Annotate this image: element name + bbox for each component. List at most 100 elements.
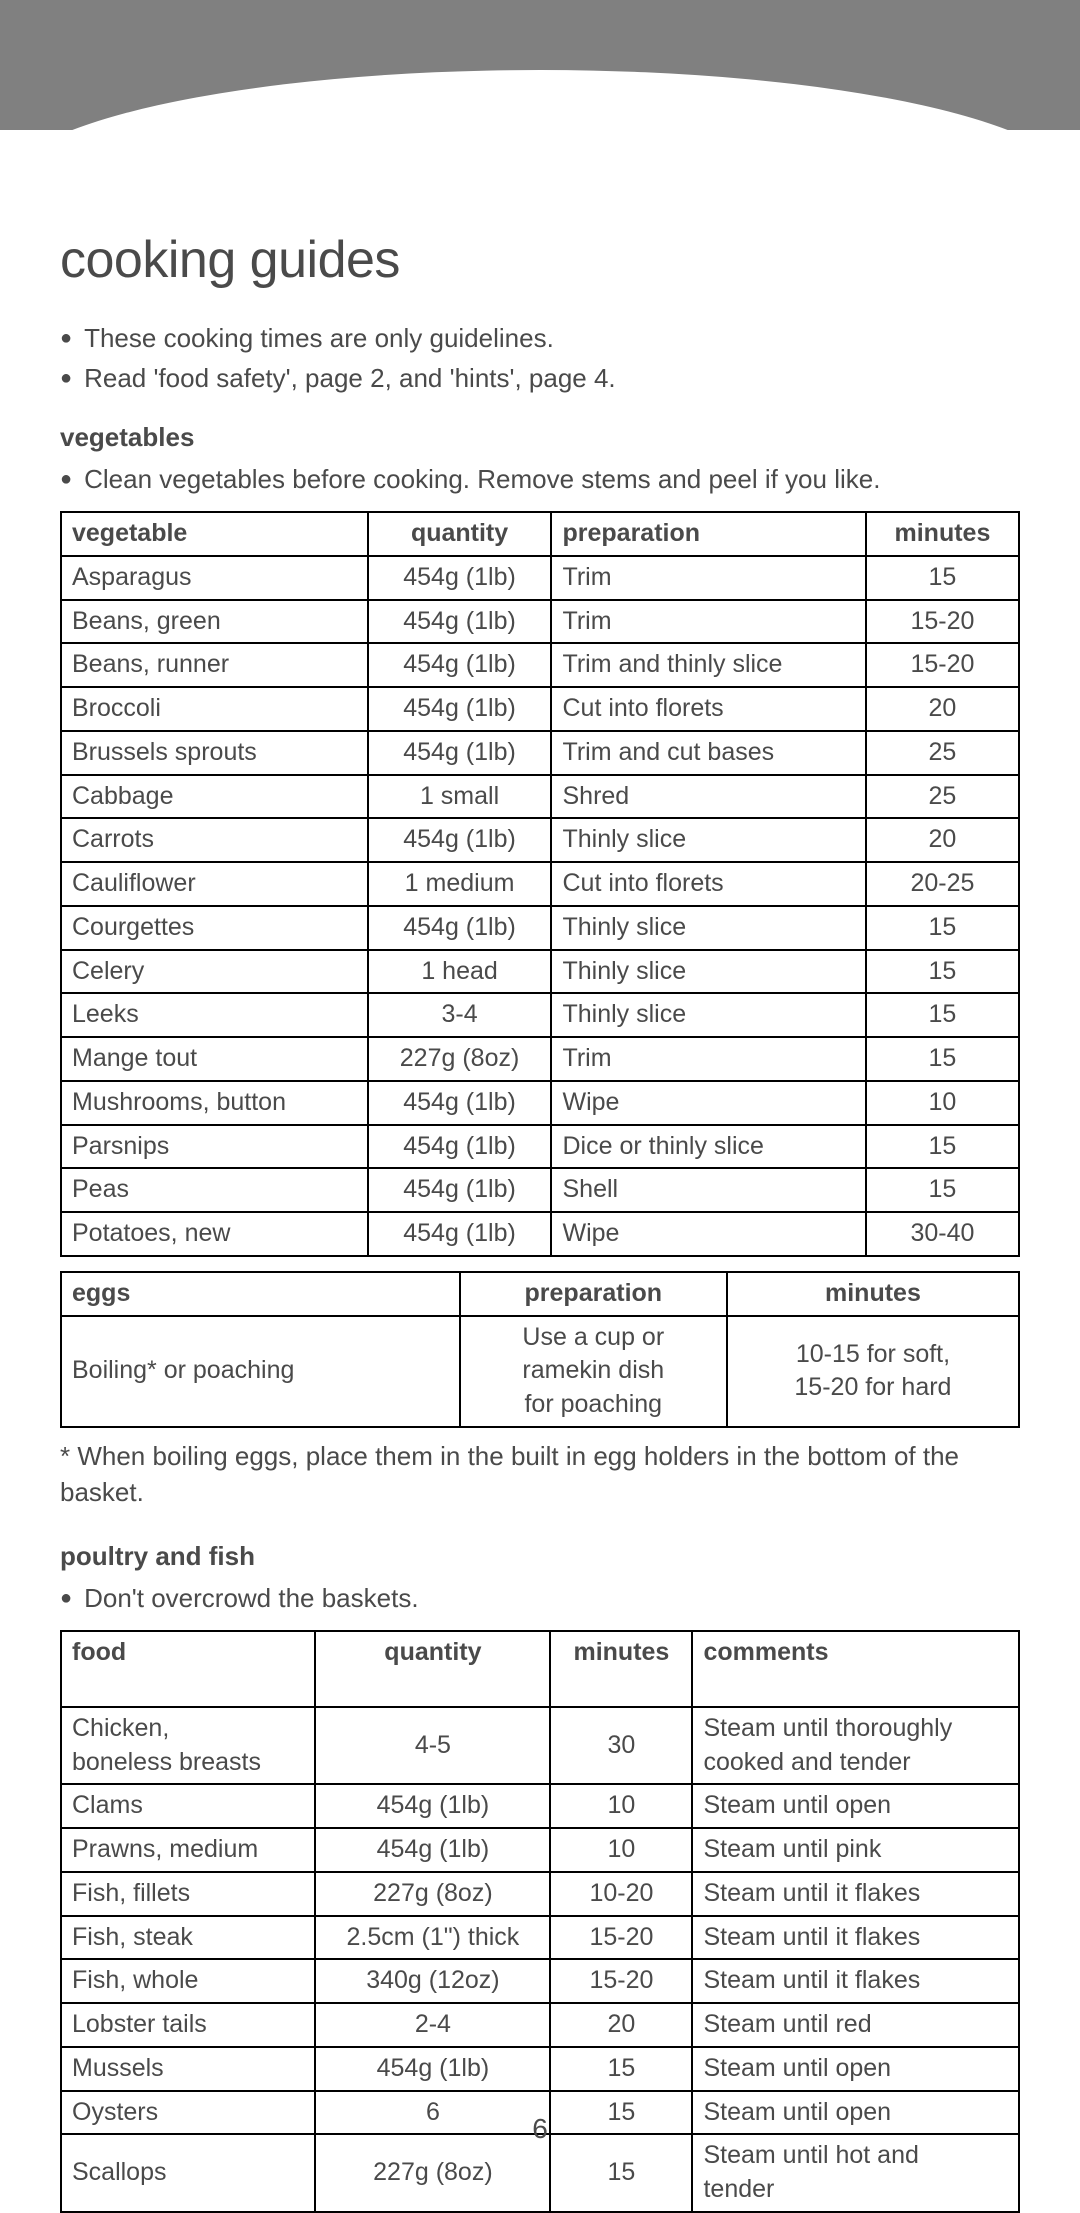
table-cell: 25 [866,775,1019,819]
table-cell: Carrots [61,818,368,862]
table-header: preparation [460,1272,727,1316]
table-row: Cabbage1 smallShred25 [61,775,1019,819]
table-cell: Steam until open [692,2047,1019,2091]
table-cell: Asparagus [61,556,368,600]
table-cell: 454g (1lb) [368,906,552,950]
table-cell: 1 small [368,775,552,819]
vegetables-table: vegetablequantitypreparationminutesAspar… [60,511,1020,1257]
bullet-text: Clean vegetables before cooking. Remove … [84,461,880,497]
table-header: quantity [315,1631,550,1707]
table-cell: Cut into florets [551,862,865,906]
table-row: Leeks3-4Thinly slice15 [61,993,1019,1037]
table-cell: 30 [550,1707,692,1785]
table-cell: Boiling* or poaching [61,1316,460,1427]
table-cell: 15 [866,1168,1019,1212]
table-row: Potatoes, new454g (1lb)Wipe30-40 [61,1212,1019,1256]
table-cell: Steam until red [692,2003,1019,2047]
table-cell: Scallops [61,2134,315,2212]
table-cell: 454g (1lb) [368,643,552,687]
table-header: comments [692,1631,1019,1707]
table-header: eggs [61,1272,460,1316]
table-cell: Prawns, medium [61,1828,315,1872]
table-cell: 454g (1lb) [368,687,552,731]
table-cell: 25 [866,731,1019,775]
table-cell: Cauliflower [61,862,368,906]
bullet-item: ● These cooking times are only guideline… [60,320,1020,356]
table-cell: Chicken,boneless breasts [61,1707,315,1785]
table-cell: Use a cup orramekin dishfor poaching [460,1316,727,1427]
page-title: cooking guides [60,230,1020,290]
table-cell: 20 [866,818,1019,862]
table-cell: 15 [866,1125,1019,1169]
table-cell: 4-5 [315,1707,550,1785]
table-row: Lobster tails2-420Steam until red [61,2003,1019,2047]
table-cell: 20-25 [866,862,1019,906]
table-header: minutes [727,1272,1019,1316]
table-row: Mushrooms, button454g (1lb)Wipe10 [61,1081,1019,1125]
table-cell: 15 [550,2134,692,2212]
table-cell: 454g (1lb) [368,1125,552,1169]
table-cell: Thinly slice [551,818,865,862]
table-cell: 3-4 [368,993,552,1037]
table-cell: 15 [866,906,1019,950]
table-row: Scallops227g (8oz)15Steam until hot andt… [61,2134,1019,2212]
table-row: Carrots454g (1lb)Thinly slice20 [61,818,1019,862]
table-cell: 15-20 [866,600,1019,644]
table-cell: 454g (1lb) [315,2047,550,2091]
table-cell: Beans, green [61,600,368,644]
table-cell: Cabbage [61,775,368,819]
table-cell: 340g (12oz) [315,1959,550,2003]
table-row: Fish, steak2.5cm (1") thick15-20Steam un… [61,1916,1019,1960]
table-cell: Trim [551,1037,865,1081]
table-cell: Steam until open [692,1784,1019,1828]
table-cell: 10-20 [550,1872,692,1916]
table-cell: 15 [866,993,1019,1037]
table-row: Brussels sprouts454g (1lb)Trim and cut b… [61,731,1019,775]
table-header: preparation [551,512,865,556]
table-cell: Broccoli [61,687,368,731]
bullet-item: ● Clean vegetables before cooking. Remov… [60,461,1020,497]
table-cell: Cut into florets [551,687,865,731]
table-row: Fish, fillets227g (8oz)10-20Steam until … [61,1872,1019,1916]
page-number: 6 [0,2113,1080,2145]
table-cell: Beans, runner [61,643,368,687]
table-cell: 15-20 [550,1959,692,2003]
table-cell: Fish, whole [61,1959,315,2003]
table-row: Courgettes454g (1lb)Thinly slice15 [61,906,1019,950]
table-cell: 1 head [368,950,552,994]
table-row: Cauliflower1 mediumCut into florets20-25 [61,862,1019,906]
table-cell: Wipe [551,1081,865,1125]
table-cell: Brussels sprouts [61,731,368,775]
table-row: Broccoli454g (1lb)Cut into florets20 [61,687,1019,731]
table-cell: 10-15 for soft,15-20 for hard [727,1316,1019,1427]
table-row: Fish, whole340g (12oz)15-20Steam until i… [61,1959,1019,2003]
table-row: Peas454g (1lb)Shell15 [61,1168,1019,1212]
table-cell: Lobster tails [61,2003,315,2047]
table-row: Clams454g (1lb)10Steam until open [61,1784,1019,1828]
table-row: Asparagus454g (1lb)Trim15 [61,556,1019,600]
table-cell: Courgettes [61,906,368,950]
table-cell: 10 [550,1828,692,1872]
table-cell: 454g (1lb) [315,1784,550,1828]
table-cell: Steam until pink [692,1828,1019,1872]
table-cell: 2-4 [315,2003,550,2047]
table-cell: 15 [550,2047,692,2091]
table-row: Chicken,boneless breasts4-530Steam until… [61,1707,1019,1785]
table-cell: 454g (1lb) [368,600,552,644]
table-cell: 10 [866,1081,1019,1125]
table-cell: 20 [866,687,1019,731]
table-cell: Steam until thoroughlycooked and tender [692,1707,1019,1785]
table-cell: 15 [866,950,1019,994]
table-cell: 1 medium [368,862,552,906]
table-cell: 15 [866,556,1019,600]
bullet-text: Don't overcrowd the baskets. [84,1580,418,1616]
table-cell: Potatoes, new [61,1212,368,1256]
table-row: Prawns, medium454g (1lb)10Steam until pi… [61,1828,1019,1872]
table-cell: Celery [61,950,368,994]
table-cell: Mussels [61,2047,315,2091]
table-row: Parsnips454g (1lb)Dice or thinly slice15 [61,1125,1019,1169]
table-row: Boiling* or poachingUse a cup orramekin … [61,1316,1019,1427]
table-cell: Mushrooms, button [61,1081,368,1125]
table-cell: Steam until it flakes [692,1872,1019,1916]
table-cell: Fish, steak [61,1916,315,1960]
